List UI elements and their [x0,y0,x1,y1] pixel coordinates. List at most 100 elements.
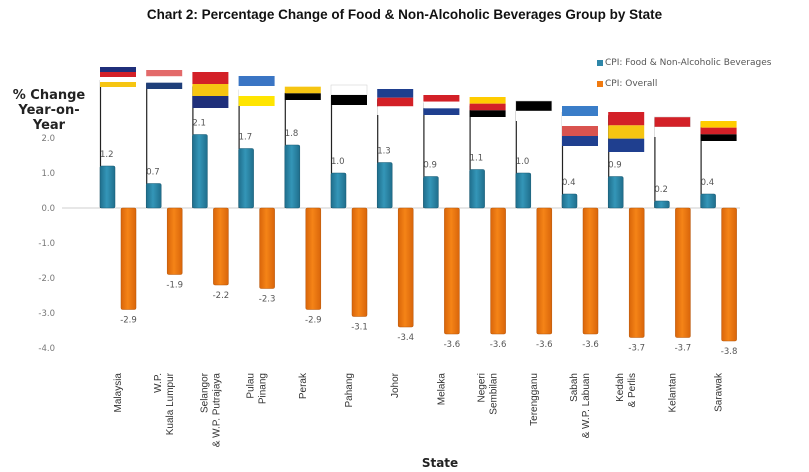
category-label: Sembilan [489,373,500,415]
data-label-overall: -2.3 [259,295,276,305]
bar-food-0[interactable] [99,165,116,209]
malaysia-flag-icon [100,67,136,87]
category-label: Selangor [199,372,210,413]
bar-overall-4[interactable] [305,207,322,310]
data-label-overall: -3.4 [397,333,414,343]
y-tick-label: 2.0 [41,134,55,144]
bar-overall-11[interactable] [628,207,645,338]
y-tick-label: -4.0 [38,344,55,354]
bar-food-10[interactable] [561,193,578,209]
data-label-food: 1.0 [516,157,530,167]
data-label-food: 0.9 [423,161,437,171]
bar-overall-5[interactable] [351,207,368,317]
penang-flag-icon [238,76,275,106]
legend-label-food: CPI: Food & Non-Alcoholic Beverages [605,57,772,68]
bar-overall-8[interactable] [490,207,506,335]
data-label-overall: -1.9 [166,281,183,291]
melaka-flag-icon [423,95,460,115]
bar-overall-1[interactable] [166,207,183,275]
data-label-food: 1.8 [285,129,299,139]
bar-food-6[interactable] [376,162,393,209]
data-label-food: 1.0 [331,157,345,167]
data-label-overall: -3.6 [490,340,507,350]
kelantan-flag-icon [654,116,691,137]
data-label-food: 1.3 [377,147,391,157]
y-tick-label: 1.0 [41,169,55,179]
legend-item-food[interactable]: CPI: Food & Non-Alcoholic Beverages [597,57,771,68]
data-label-food: 1.2 [100,150,114,160]
kuala-lumpur-flag-icon [146,70,183,89]
data-label-food: 0.9 [608,161,622,171]
sarawak-flag-icon [700,121,737,141]
chart-title: Chart 2: Percentage Change of Food & Non… [146,7,663,22]
bar-food-12[interactable] [654,200,670,209]
category-label: Pahang [344,373,355,407]
legend-label-overall: CPI: Overall [605,78,658,89]
data-label-overall: -3.6 [444,340,461,350]
y-tick-label: 0.0 [41,204,55,214]
bar-overall-3[interactable] [259,207,275,289]
bar-overall-10[interactable] [582,207,599,335]
bar-overall-0[interactable] [120,207,137,310]
perak-flag-icon [284,80,321,100]
data-label-food: 0.4 [701,178,715,188]
bar-overall-9[interactable] [536,207,553,335]
bar-food-8[interactable] [469,169,485,209]
legend: CPI: Food & Non-Alcoholic Beverages CPI:… [597,57,771,99]
category-label: Melaka [436,373,447,406]
data-label-overall: -3.6 [536,340,553,350]
y-tick-label: -1.0 [38,239,55,249]
data-label-overall: -3.7 [675,344,692,354]
bar-overall-2[interactable] [213,207,229,286]
johor-flag-icon [377,89,414,115]
y-axis-label-line-2: Year-on-Year [18,103,80,133]
y-tick-label: -3.0 [38,309,55,319]
y-tick-label: -2.0 [38,274,55,284]
data-label-overall: -3.1 [351,323,368,333]
legend-item-overall[interactable]: CPI: Overall [597,78,771,89]
category-label: Kelantan [667,373,678,412]
category-label: Perak [298,372,309,399]
data-label-overall: -3.7 [628,344,645,354]
x-axis-label: State [421,456,459,470]
selangor-putrajaya-flag-icon [192,72,229,108]
data-label-food: 1.1 [470,154,484,164]
bar-overall-7[interactable] [444,207,460,335]
kedah-perlis-flag-icon [608,112,645,152]
data-label-food: 0.4 [562,178,576,188]
category-label: Malaysia [113,373,124,413]
legend-swatch-food [597,59,603,66]
bar-food-9[interactable] [515,172,532,209]
data-label-overall: -2.9 [305,316,322,326]
category-label: Kuala Lumpur [165,372,176,435]
bar-food-5[interactable] [330,172,347,209]
terengganu-flag-icon [515,100,553,121]
category-label: Negeri [477,373,488,402]
bar-overall-13[interactable] [721,207,737,342]
data-label-overall: -3.8 [721,347,738,357]
bar-food-1[interactable] [145,183,162,209]
data-label-overall: -3.6 [582,340,599,350]
data-label-food: 2.1 [192,119,206,129]
bar-overall-12[interactable] [675,207,691,338]
category-label: Terengganu [529,373,540,426]
bar-food-11[interactable] [607,176,624,209]
bar-overall-6[interactable] [397,207,414,328]
bar-food-2[interactable] [192,134,208,209]
bar-food-3[interactable] [238,148,254,209]
category-label: & W.P. Labuan [581,373,592,438]
data-label-food: 0.2 [654,185,668,195]
bar-food-13[interactable] [700,193,716,209]
pahang-flag-icon [330,84,368,105]
bar-food-4[interactable] [284,144,301,209]
bar-food-7[interactable] [423,176,439,209]
y-axis-label: % Change Year-on-Year [4,88,94,133]
category-label: Johor [390,372,401,398]
category-label: Pinang [258,373,269,404]
negeri-sembilan-flag-icon [469,97,506,117]
category-label: & W.P. Putrajaya [211,373,222,448]
y-axis-label-line-1: % Change [12,88,86,103]
sabah-labuan-flag-icon [562,106,598,146]
data-label-overall: -2.9 [120,316,137,326]
